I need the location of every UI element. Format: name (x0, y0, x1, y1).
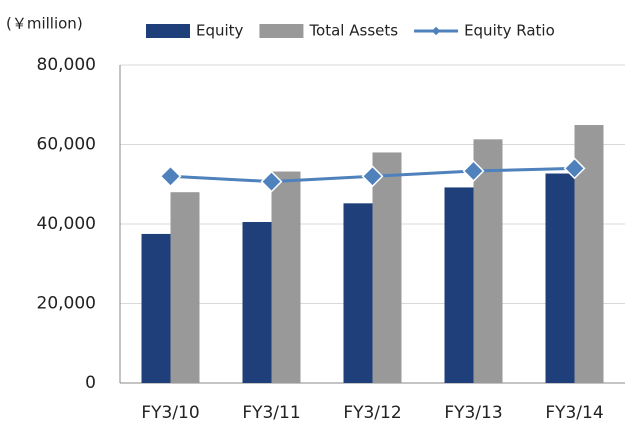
legend-label: Equity (196, 22, 244, 40)
bar (473, 139, 503, 383)
x-tick-label: FY3/10 (141, 403, 199, 423)
legend-swatch (146, 24, 190, 38)
x-tick-label: FY3/13 (444, 403, 502, 423)
y-axis-label: (￥million) (6, 15, 83, 33)
bar (343, 203, 373, 383)
x-tick-label: FY3/14 (545, 403, 603, 423)
marker (260, 170, 283, 193)
marker (462, 160, 485, 182)
y-tick-label: 0 (85, 373, 96, 393)
marker (563, 157, 586, 180)
x-tick-label: FY3/12 (343, 403, 401, 423)
bar (170, 192, 200, 383)
y-tick-label: 20,000 (37, 294, 96, 314)
bar (242, 222, 272, 383)
marker (159, 165, 182, 188)
y-tick-label: 80,000 (37, 55, 96, 75)
x-tick-label: FY3/11 (242, 403, 300, 423)
legend-marker (431, 26, 441, 36)
bar (444, 187, 474, 383)
bar (372, 152, 402, 383)
legend-label: Equity Ratio (464, 22, 555, 40)
y-tick-label: 60,000 (37, 135, 96, 155)
bar (271, 171, 301, 383)
marker (361, 165, 384, 188)
y-tick-label: 40,000 (37, 214, 96, 234)
legend-swatch (259, 24, 304, 38)
bar (141, 233, 171, 383)
bar (545, 173, 575, 383)
legend-label: Total Assets (308, 22, 398, 40)
